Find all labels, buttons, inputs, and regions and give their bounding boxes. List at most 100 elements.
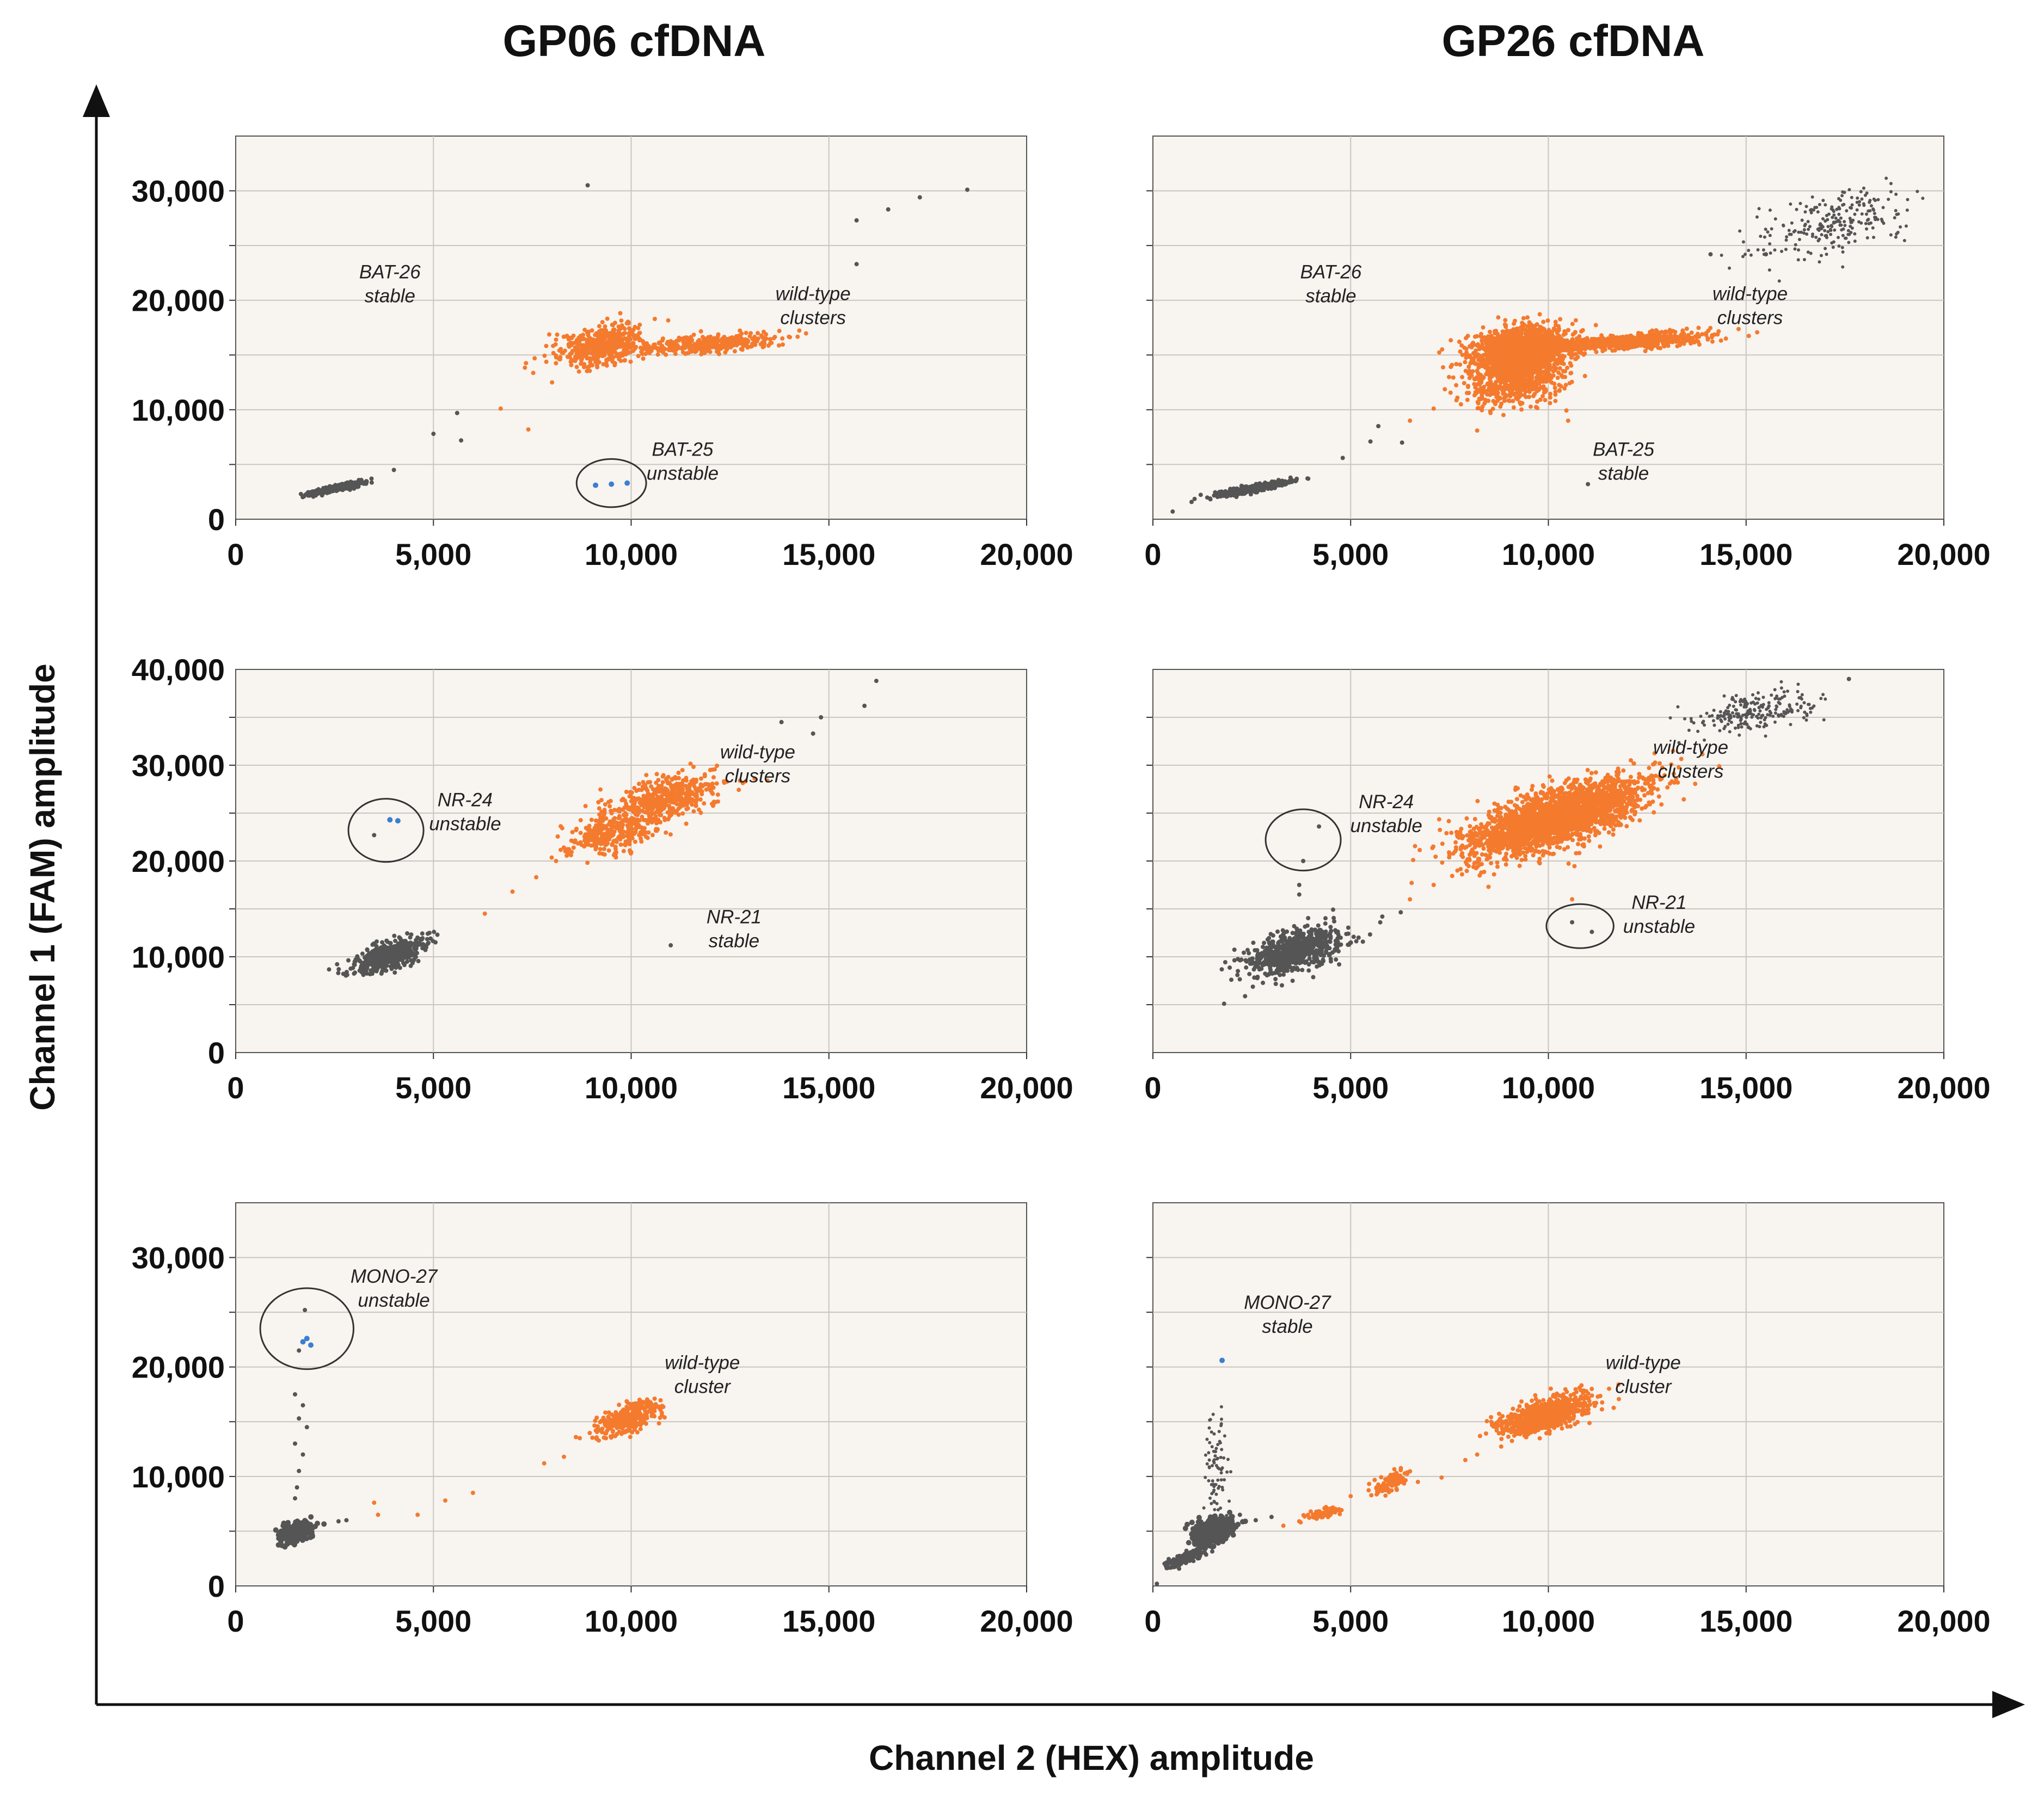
droplet <box>1830 207 1833 211</box>
droplet <box>666 318 671 323</box>
droplet <box>1764 227 1767 231</box>
droplet <box>1749 253 1753 257</box>
droplet <box>1215 495 1220 499</box>
droplet-gray <box>854 218 859 223</box>
droplet <box>671 348 676 353</box>
droplet <box>611 330 616 335</box>
droplet <box>579 356 584 361</box>
droplet <box>633 336 638 341</box>
x-tick-label: 20,000 <box>980 537 1073 571</box>
droplet <box>758 342 763 347</box>
droplet <box>1885 176 1888 180</box>
droplet <box>1535 365 1540 370</box>
droplet <box>728 345 733 349</box>
droplet-gray <box>585 183 590 188</box>
droplet <box>709 344 714 349</box>
droplet <box>1788 232 1791 236</box>
droplet-gray <box>1368 439 1373 444</box>
droplet <box>1680 328 1685 333</box>
droplet <box>1865 227 1868 231</box>
droplet <box>573 359 578 363</box>
droplet-orange <box>526 427 531 432</box>
droplet <box>1871 226 1875 230</box>
droplet <box>1860 212 1864 216</box>
droplet <box>1843 224 1847 227</box>
droplet <box>1824 219 1827 223</box>
droplet <box>1814 236 1818 239</box>
droplet <box>1507 333 1512 337</box>
droplet <box>1850 195 1853 199</box>
droplet <box>1895 232 1898 236</box>
droplet <box>621 331 626 336</box>
droplet-blue <box>609 481 615 487</box>
droplet <box>692 344 696 349</box>
droplet <box>594 342 599 347</box>
droplet <box>408 963 413 968</box>
y-tick-label: 30,000 <box>132 174 225 208</box>
droplet <box>1810 235 1814 238</box>
droplet <box>1548 358 1553 362</box>
droplet <box>1569 379 1574 384</box>
droplet <box>1850 226 1854 230</box>
droplet <box>673 352 678 356</box>
droplet <box>1503 343 1508 348</box>
droplet <box>716 332 721 337</box>
x-tick-label: 0 <box>1144 537 1161 571</box>
droplet <box>1512 346 1517 350</box>
droplet <box>759 333 764 338</box>
droplet <box>564 334 569 339</box>
droplet <box>1192 496 1197 501</box>
droplet <box>1799 201 1802 205</box>
droplet <box>1488 409 1493 414</box>
droplet <box>544 343 549 348</box>
droplet-orange <box>498 406 503 411</box>
droplet <box>1755 330 1760 335</box>
droplet <box>737 336 742 341</box>
droplet <box>302 494 306 499</box>
droplet <box>1831 245 1835 249</box>
droplet <box>624 321 629 325</box>
scatter-panel-bat-gp06: 0 5,000 10,000 15,000 20,000010,00020,00030,… <box>132 136 1073 571</box>
droplet <box>1551 353 1556 358</box>
droplet <box>1761 248 1765 252</box>
droplet <box>604 330 609 335</box>
droplet <box>610 323 615 328</box>
droplet <box>660 336 665 341</box>
droplet <box>1853 232 1857 236</box>
droplet <box>1493 400 1497 405</box>
droplet <box>1746 334 1751 339</box>
droplet <box>1548 395 1552 400</box>
droplet-orange <box>1431 406 1436 411</box>
droplet <box>1478 386 1483 391</box>
droplet <box>1573 330 1577 335</box>
droplet <box>1643 341 1648 346</box>
droplet <box>1823 229 1827 232</box>
droplet <box>1864 222 1868 225</box>
droplet <box>1507 392 1512 397</box>
droplet <box>1834 216 1838 220</box>
droplet <box>1574 356 1579 361</box>
droplet-orange <box>1475 428 1480 433</box>
droplet <box>315 490 320 495</box>
droplet <box>1741 240 1745 244</box>
annotation-label: stable <box>1598 463 1649 484</box>
droplet <box>1558 317 1563 322</box>
droplet <box>1281 481 1286 486</box>
droplet <box>1511 398 1515 403</box>
droplet <box>691 348 696 353</box>
droplet <box>745 344 750 349</box>
droplet <box>636 354 641 359</box>
droplet <box>1551 369 1556 374</box>
droplet <box>1555 330 1560 335</box>
droplet <box>1548 401 1552 405</box>
droplet <box>1569 355 1574 360</box>
droplet <box>637 331 641 336</box>
droplet-orange <box>1455 395 1460 400</box>
droplet <box>1863 193 1867 197</box>
droplet <box>587 356 592 361</box>
droplet <box>1555 340 1560 345</box>
droplet <box>1448 390 1453 395</box>
droplet <box>1806 220 1810 224</box>
droplet <box>555 332 560 337</box>
